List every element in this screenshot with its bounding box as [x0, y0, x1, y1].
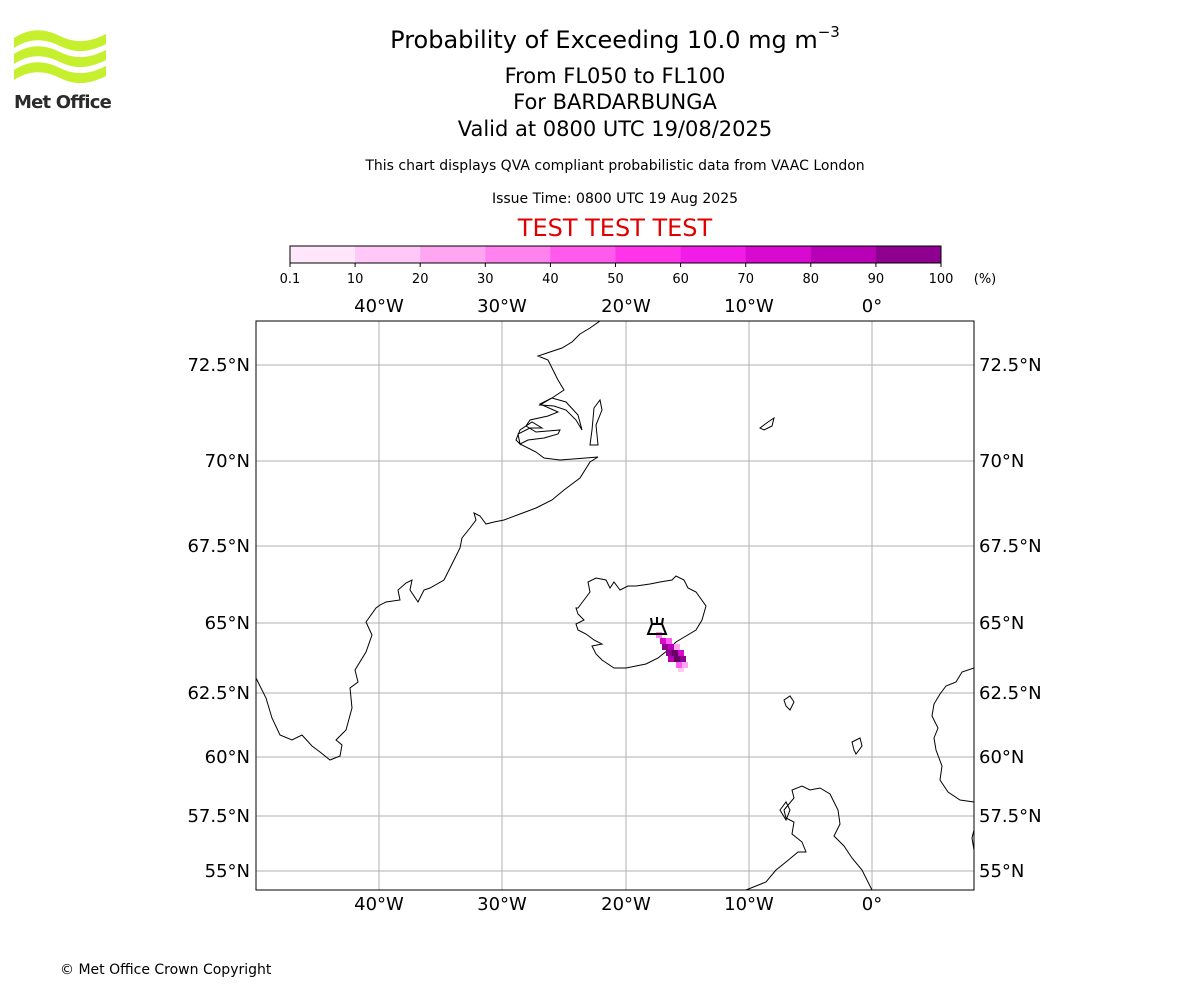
lon-label: 30°W: [477, 296, 527, 317]
met-office-logo: [14, 30, 106, 84]
plume-cell: [674, 656, 680, 662]
lat-label: 55°N: [205, 861, 250, 882]
colorbar-tick-label: 100: [929, 272, 954, 287]
lat-label: 62.5°N: [187, 683, 250, 704]
greenland-inlet-3: [538, 397, 583, 431]
bottom-lon-labels: 40°W 30°W 20°W 10°W 0°: [354, 894, 882, 915]
colorbar-tick-label: 60: [672, 272, 689, 287]
test-banner: TEST TEST TEST: [517, 214, 713, 242]
jan-mayen: [759, 416, 775, 431]
colorbar-swatch: [420, 246, 486, 263]
greenland-inlet-1: [515, 421, 544, 446]
colorbar-tick-label: 70: [737, 272, 754, 287]
colorbar-swatch: [485, 246, 551, 263]
map: 40°W 30°W 20°W 10°W 0° 40°W 30°W 20°W 10…: [187, 296, 1042, 915]
valid-time: Valid at 0800 UTC 19/08/2025: [457, 117, 773, 141]
lon-label: 0°: [862, 296, 882, 317]
volcano-name: For BARDARBUNGA: [513, 90, 717, 114]
lat-label: 70°N: [205, 451, 250, 472]
plume-cell: [676, 662, 682, 668]
plume-cell: [674, 644, 680, 650]
norway-coast: [931, 667, 974, 803]
colorbar-tick-label: 40: [542, 272, 559, 287]
plume-cell: [666, 650, 672, 656]
colorbar-swatch: [355, 246, 421, 263]
colorbar-tick-label: 50: [607, 272, 624, 287]
lat-label: 65°N: [205, 613, 250, 634]
norway-southwest: [971, 829, 974, 851]
lon-label: 40°W: [354, 894, 404, 915]
colorbar-swatch: [680, 246, 747, 263]
lon-label: 10°W: [724, 894, 774, 915]
lon-label: 20°W: [601, 296, 651, 317]
plume-cell: [662, 644, 668, 650]
coastlines: [256, 321, 974, 890]
colorbar: 0.1 10 20 30 40 50 60 70 80 90 100 (%): [280, 245, 997, 287]
lat-label: 60°N: [205, 747, 250, 768]
colorbar-tick-label: 90: [868, 272, 885, 287]
colorbar-tick-label: 10: [347, 272, 364, 287]
left-lat-labels: 72.5°N 70°N 67.5°N 65°N 62.5°N 60°N 57.5…: [187, 355, 250, 882]
colorbar-swatches: [290, 246, 942, 263]
lat-label: 55°N: [979, 861, 1024, 882]
top-lon-labels: 40°W 30°W 20°W 10°W 0°: [354, 296, 882, 317]
lat-label: 72.5°N: [187, 355, 250, 376]
logo-waves: [14, 30, 106, 84]
flight-levels: From FL050 to FL100: [504, 64, 726, 88]
plume-cell: [668, 656, 674, 662]
plume-cell: [660, 638, 666, 644]
iceland-coast: [575, 575, 707, 669]
greenland-coast: [256, 321, 601, 761]
plume-cell: [678, 668, 684, 672]
map-frame: [255, 320, 975, 891]
issue-time: Issue Time: 0800 UTC 19 Aug 2025: [491, 191, 739, 207]
outer-hebrides: [779, 801, 791, 822]
volcano-icon: [646, 617, 668, 635]
plume-cell: [666, 638, 672, 644]
chart-title: Probability of Exceeding 10.0 mg m−3: [390, 23, 840, 54]
colorbar-swatch: [615, 246, 682, 263]
colorbar-tick-label: 30: [477, 272, 494, 287]
colorbar-tick-label: 0.1: [280, 272, 301, 287]
scotland-coast: [745, 785, 873, 890]
disclaimer: This chart displays QVA compliant probab…: [365, 158, 865, 174]
lat-label: 62.5°N: [979, 683, 1042, 704]
colorbar-unit: (%): [974, 272, 997, 287]
copyright: © Met Office Crown Copyright: [60, 962, 272, 978]
lat-label: 65°N: [979, 613, 1024, 634]
colorbar-swatch: [290, 246, 356, 263]
plume-cell: [668, 644, 674, 650]
lat-label: 70°N: [979, 451, 1024, 472]
lon-label: 10°W: [724, 296, 774, 317]
plume-cell: [678, 650, 684, 656]
colorbar-tick-label: 20: [412, 272, 429, 287]
lat-label: 57.5°N: [187, 806, 250, 827]
right-lat-labels: 72.5°N 70°N 67.5°N 65°N 62.5°N 60°N 57.5…: [979, 355, 1042, 882]
lat-label: 67.5°N: [979, 536, 1042, 557]
map-frame-bg: [256, 321, 974, 890]
colorbar-swatch: [810, 246, 877, 263]
colorbar-swatch: [745, 246, 812, 263]
logo-text: Met Office: [14, 92, 112, 113]
colorbar-tick-label: 80: [803, 272, 820, 287]
shetland: [851, 737, 863, 755]
plume-cell: [682, 662, 688, 668]
lat-label: 57.5°N: [979, 806, 1042, 827]
lon-label: 0°: [862, 894, 882, 915]
lon-label: 40°W: [354, 296, 404, 317]
lon-label: 20°W: [601, 894, 651, 915]
colorbar-swatch: [550, 246, 616, 263]
faroe-islands: [783, 695, 795, 711]
plume-cell: [672, 650, 678, 656]
lat-label: 67.5°N: [187, 536, 250, 557]
greenland-inlet-2: [589, 398, 603, 446]
lat-label: 60°N: [979, 747, 1024, 768]
colorbar-swatch: [875, 246, 942, 263]
plume-cell: [680, 656, 686, 662]
lat-label: 72.5°N: [979, 355, 1042, 376]
colorbar-ticks: 0.1 10 20 30 40 50 60 70 80 90 100: [280, 263, 954, 287]
lon-label: 30°W: [477, 894, 527, 915]
